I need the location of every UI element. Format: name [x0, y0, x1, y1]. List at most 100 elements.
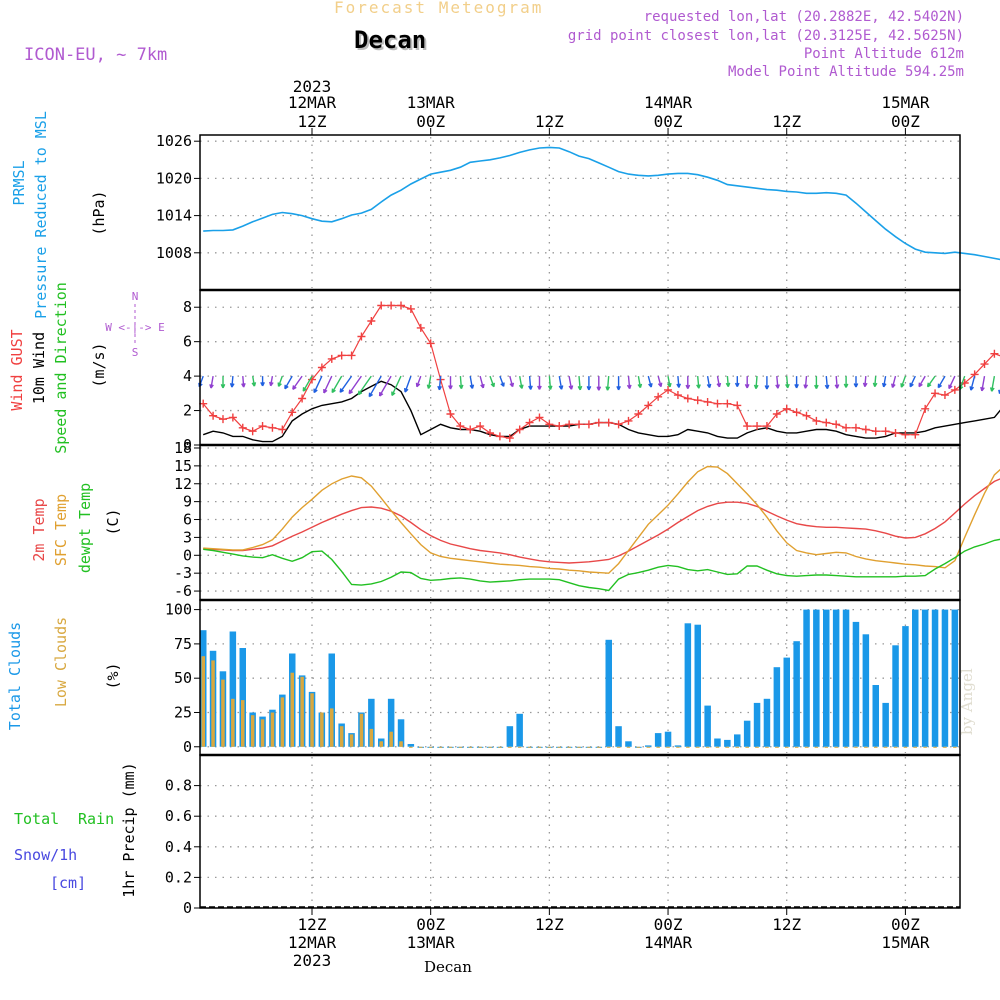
precip-unit-label: 1hr Precip (mm)	[120, 762, 138, 897]
wind-gust-marker	[792, 408, 801, 417]
low-clouds-bar	[933, 746, 937, 748]
wind-direction-arrow	[368, 375, 382, 398]
wind-gust-marker	[218, 415, 227, 424]
wind-direction-arrow	[537, 376, 542, 390]
low-clouds-bar	[250, 715, 255, 747]
wind-gust-marker	[594, 418, 603, 427]
precip-label-total: Total	[14, 810, 59, 828]
point-altitude: Point Altitude 612m	[803, 46, 964, 62]
top-axis-day-label: 15MAR	[881, 93, 930, 112]
total-clouds-bar	[743, 720, 751, 747]
wind-gust-marker	[258, 422, 267, 431]
y-tick-label: 0.4	[165, 838, 192, 856]
wind-direction-arrow	[980, 375, 986, 392]
low-clouds-bar	[527, 746, 532, 748]
y-tick-label: 8	[183, 298, 192, 316]
total-clouds-bar	[724, 739, 731, 747]
wind-gust-marker	[298, 394, 307, 403]
wind-direction-arrow	[853, 376, 859, 388]
total-clouds-bar	[941, 609, 949, 747]
wind-gust-marker	[762, 422, 771, 431]
wind-gust-marker	[881, 427, 890, 436]
wind-gust-marker	[604, 418, 613, 427]
low-clouds-bar	[646, 746, 650, 748]
y-tick-label: 3	[183, 528, 192, 546]
compass-west-east: W <-|-> E	[105, 321, 165, 334]
wind-gust-marker	[980, 360, 989, 369]
y-tick-label: 0	[183, 899, 192, 917]
wind-gust-marker	[614, 420, 623, 429]
wind-label-direction: Speed and Direction	[52, 282, 70, 454]
wind-gust-marker	[397, 301, 406, 310]
total-clouds-bar	[734, 734, 741, 747]
wind-gust-marker	[673, 391, 682, 400]
low-clouds-bar	[725, 746, 730, 748]
low-clouds-bar	[399, 741, 403, 747]
wind-gust-marker	[406, 304, 415, 313]
low-clouds-bar	[893, 746, 898, 748]
total-clouds-bar	[645, 745, 652, 747]
y-tick-label: 50	[174, 669, 192, 687]
wind-gust-marker	[535, 413, 544, 422]
panel-frame	[199, 134, 961, 291]
wind-direction-arrow	[872, 376, 878, 388]
low-clouds-bar	[458, 746, 463, 748]
wind-direction-arrow	[706, 375, 712, 389]
wind-direction-arrow	[586, 376, 592, 391]
low-clouds-bar	[419, 746, 423, 748]
total-clouds-bar	[823, 609, 830, 747]
wind-label-10m: 10m Wind	[30, 332, 48, 404]
wind-gust-marker	[990, 349, 999, 358]
low-clouds-bar	[903, 746, 908, 748]
model-label: ICON-EU, ~ 7km	[24, 45, 168, 65]
wind-direction-arrow	[685, 376, 691, 390]
low-clouds-bar	[607, 746, 611, 748]
low-clouds-bar	[696, 746, 700, 748]
wind-direction-arrow	[302, 375, 313, 392]
low-clouds-bar	[438, 746, 443, 748]
total-clouds-bar	[912, 609, 919, 747]
low-clouds-bar	[883, 746, 888, 748]
low-clouds-bar	[389, 731, 393, 747]
wind-direction-arrow	[937, 375, 946, 389]
wind-gust-marker	[713, 399, 722, 408]
wind-gust-marker	[575, 420, 584, 429]
wind-direction-arrow	[509, 375, 515, 388]
low-clouds-bar	[349, 734, 354, 747]
low-clouds-bar	[478, 746, 482, 748]
low-clouds-bar	[943, 746, 947, 748]
wind-gust-marker	[347, 351, 356, 360]
wind-direction-arrow	[415, 375, 422, 388]
wind-gust-marker	[950, 385, 959, 394]
total-clouds-bar	[951, 609, 959, 747]
total-clouds-bar	[872, 685, 879, 747]
total-clouds-bar	[902, 626, 909, 747]
wind-direction-arrow	[803, 376, 809, 389]
low-clouds-bar	[656, 746, 660, 748]
low-clouds-bar	[330, 708, 334, 747]
temp-label-sfc: SFC Temp	[52, 494, 70, 566]
wind-gust-marker	[891, 428, 900, 437]
wind-direction-arrow	[948, 375, 956, 390]
top-axis-day-label: 14MAR	[644, 93, 693, 112]
wind-direction-arrow	[605, 376, 611, 391]
y-tick-label: 0.8	[165, 777, 192, 795]
low-clouds-bar	[498, 746, 502, 748]
y-tick-label: 25	[174, 703, 192, 721]
y-tick-label: 0.2	[165, 868, 192, 886]
wind-gust-marker	[871, 427, 880, 436]
wind-gust-marker	[842, 423, 851, 432]
low-clouds-bar	[735, 746, 739, 748]
wind-gust-marker	[476, 422, 485, 431]
wind-direction-arrow	[616, 376, 621, 391]
total-clouds-bar	[842, 609, 850, 747]
wind-gust-marker	[495, 432, 504, 441]
wind-gust-marker	[772, 410, 781, 418]
temp-unit-label: (C)	[104, 508, 122, 535]
wind-gust-marker	[327, 354, 336, 363]
low-clouds-bar	[676, 746, 680, 748]
wind-direction-arrow	[378, 375, 392, 397]
top-axis-hour-label: 12Z	[298, 112, 327, 131]
wind-speed-line	[202, 380, 1000, 443]
